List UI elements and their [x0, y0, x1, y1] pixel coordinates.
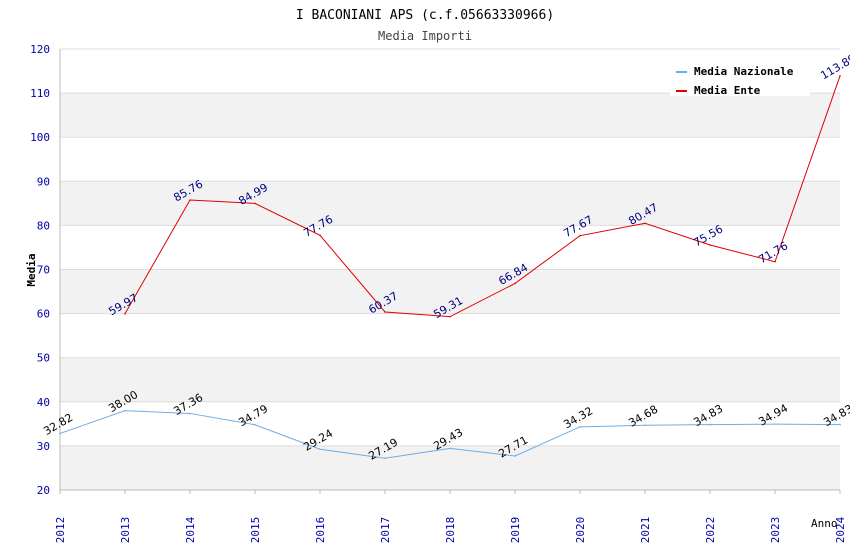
y-tick-label: 50 [37, 352, 50, 365]
band [60, 269, 840, 314]
data-point-media-nazionale [124, 409, 126, 412]
band [60, 93, 840, 138]
x-tick-label: 2014 [184, 516, 197, 543]
chart-subtitle: Media Importi [378, 29, 472, 43]
legend-label-media-ente: Media Ente [694, 84, 761, 97]
background-bands [60, 49, 840, 490]
data-point-media-ente [449, 315, 451, 318]
data-point-media-nazionale [774, 423, 776, 425]
data-point-media-nazionale [254, 423, 256, 426]
data-point-media-ente [709, 244, 711, 246]
data-point-media-ente [384, 311, 386, 313]
data-point-media-nazionale [514, 455, 516, 457]
band [60, 181, 840, 226]
x-tick-label: 2023 [769, 517, 782, 544]
data-point-media-ente [254, 202, 256, 205]
band [60, 137, 840, 182]
y-tick-label: 70 [37, 264, 50, 277]
data-point-media-ente [124, 312, 126, 315]
x-tick-label: 2016 [314, 517, 327, 544]
y-tick-label: 60 [37, 308, 50, 321]
y-tick-label: 40 [37, 396, 50, 409]
y-tick-label: 80 [37, 219, 50, 232]
data-point-media-nazionale [644, 424, 646, 427]
x-tick-label: 2018 [444, 517, 457, 544]
data-point-media-ente [579, 234, 581, 237]
y-tick-label: 100 [30, 131, 50, 144]
x-tick-label: 2017 [379, 517, 392, 544]
data-point-media-ente [644, 222, 646, 225]
band [60, 445, 840, 490]
chart-title: I BACONIANI APS (c.f.05663330966) [296, 8, 554, 23]
band [60, 313, 840, 358]
band [60, 225, 840, 270]
data-point-media-nazionale [59, 432, 61, 435]
x-tick-label: 2013 [119, 517, 132, 544]
data-point-media-nazionale [839, 423, 841, 426]
series-line-media-ente [124, 75, 841, 318]
data-point-media-ente [319, 234, 321, 237]
y-tick-label: 110 [30, 87, 50, 100]
x-tick-label: 2012 [54, 517, 67, 544]
x-tick-label: 2020 [574, 517, 587, 544]
x-tick-label: 2021 [639, 517, 652, 544]
x-tick-label: 2024 [834, 516, 847, 543]
y-tick-label: 90 [37, 175, 50, 188]
data-point-media-nazionale [579, 426, 581, 428]
legend-label-media-nazionale: Media Nazionale [694, 65, 794, 78]
data-point-media-ente [189, 199, 191, 201]
data-point-media-nazionale [384, 457, 386, 460]
x-tick-label: 2019 [509, 517, 522, 544]
data-point-media-nazionale [449, 447, 451, 450]
series-group [59, 75, 841, 460]
data-point-media-nazionale [319, 448, 321, 451]
data-point-media-ente [839, 75, 841, 77]
y-tick-labels: 20 30 40 50 60 70 80 90 100 110 120 [30, 43, 50, 497]
legend: Media Nazionale Media Ente [670, 60, 810, 97]
y-axis-label: Media [25, 253, 38, 286]
y-tick-label: 30 [37, 440, 50, 453]
y-tick-label: 20 [37, 484, 50, 497]
band [60, 357, 840, 402]
x-axis-label: Anno [811, 517, 838, 530]
legend-box [670, 60, 810, 96]
data-point-media-nazionale [189, 412, 191, 415]
x-tick-labels: 2012 2013 2014 2015 2016 2017 2018 2019 2020 2021… [54, 490, 847, 543]
x-tick-label: 2015 [249, 517, 262, 544]
y-tick-label: 120 [30, 43, 50, 56]
data-point-media-ente [774, 260, 776, 263]
data-point-media-nazionale [709, 423, 711, 426]
data-point-media-ente [514, 282, 516, 285]
x-tick-label: 2022 [704, 517, 717, 544]
